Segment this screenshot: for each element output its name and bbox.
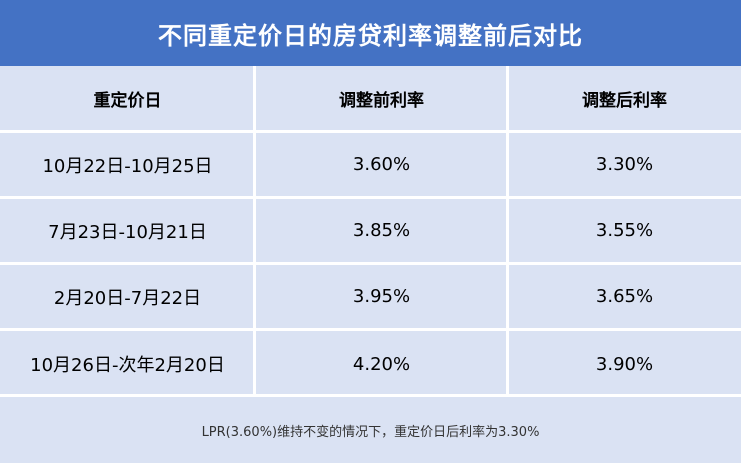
rate-after-cell: 3.90% — [595, 353, 654, 375]
row-divider — [0, 328, 741, 331]
table-footnote: LPR(3.60%)维持不变的情况下，重定价日后利率为3.30% — [201, 424, 540, 440]
column-header-rate-before: 调整前利率 — [339, 90, 424, 111]
table-row: 10月26日-次年2月20日 4.20% 3.90% — [0, 331, 741, 397]
repricing-date-cell: 10月26日-次年2月20日 — [30, 355, 225, 376]
rate-after-cell: 3.55% — [595, 220, 654, 241]
row-divider — [0, 196, 741, 199]
table-header-row: 重定价日 调整前利率 调整后利率 — [0, 66, 741, 130]
repricing-date-cell: 10月22日-10月25日 — [42, 155, 213, 177]
table-title: 不同重定价日的房贷利率调整前后对比 — [0, 0, 741, 66]
row-divider — [0, 130, 741, 133]
repricing-date-cell: 2月20日-7月22日 — [53, 287, 202, 309]
rate-before-cell: 3.60% — [352, 154, 411, 175]
rate-after-cell: 3.30% — [595, 154, 654, 175]
rate-before-cell: 3.95% — [352, 286, 411, 307]
rate-after-cell: 3.65% — [595, 286, 654, 307]
row-divider — [0, 394, 741, 397]
column-header-rate-after: 调整后利率 — [582, 90, 667, 111]
column-divider — [253, 66, 256, 397]
table-grid: 重定价日 调整前利率 调整后利率 10月22日-10月25日 3.60% 3.3… — [0, 66, 741, 397]
rate-before-cell: 3.85% — [352, 220, 411, 241]
column-header-repricing-date: 重定价日 — [93, 90, 162, 111]
repricing-date-cell: 7月23日-10月21日 — [48, 221, 207, 243]
table-row: 7月23日-10月21日 3.85% 3.55% — [0, 199, 741, 262]
table-row: 10月22日-10月25日 3.60% 3.30% — [0, 133, 741, 196]
column-divider — [506, 66, 509, 397]
rate-before-cell: 4.20% — [352, 353, 411, 375]
table-row: 2月20日-7月22日 3.95% 3.65% — [0, 265, 741, 328]
row-divider — [0, 262, 741, 265]
